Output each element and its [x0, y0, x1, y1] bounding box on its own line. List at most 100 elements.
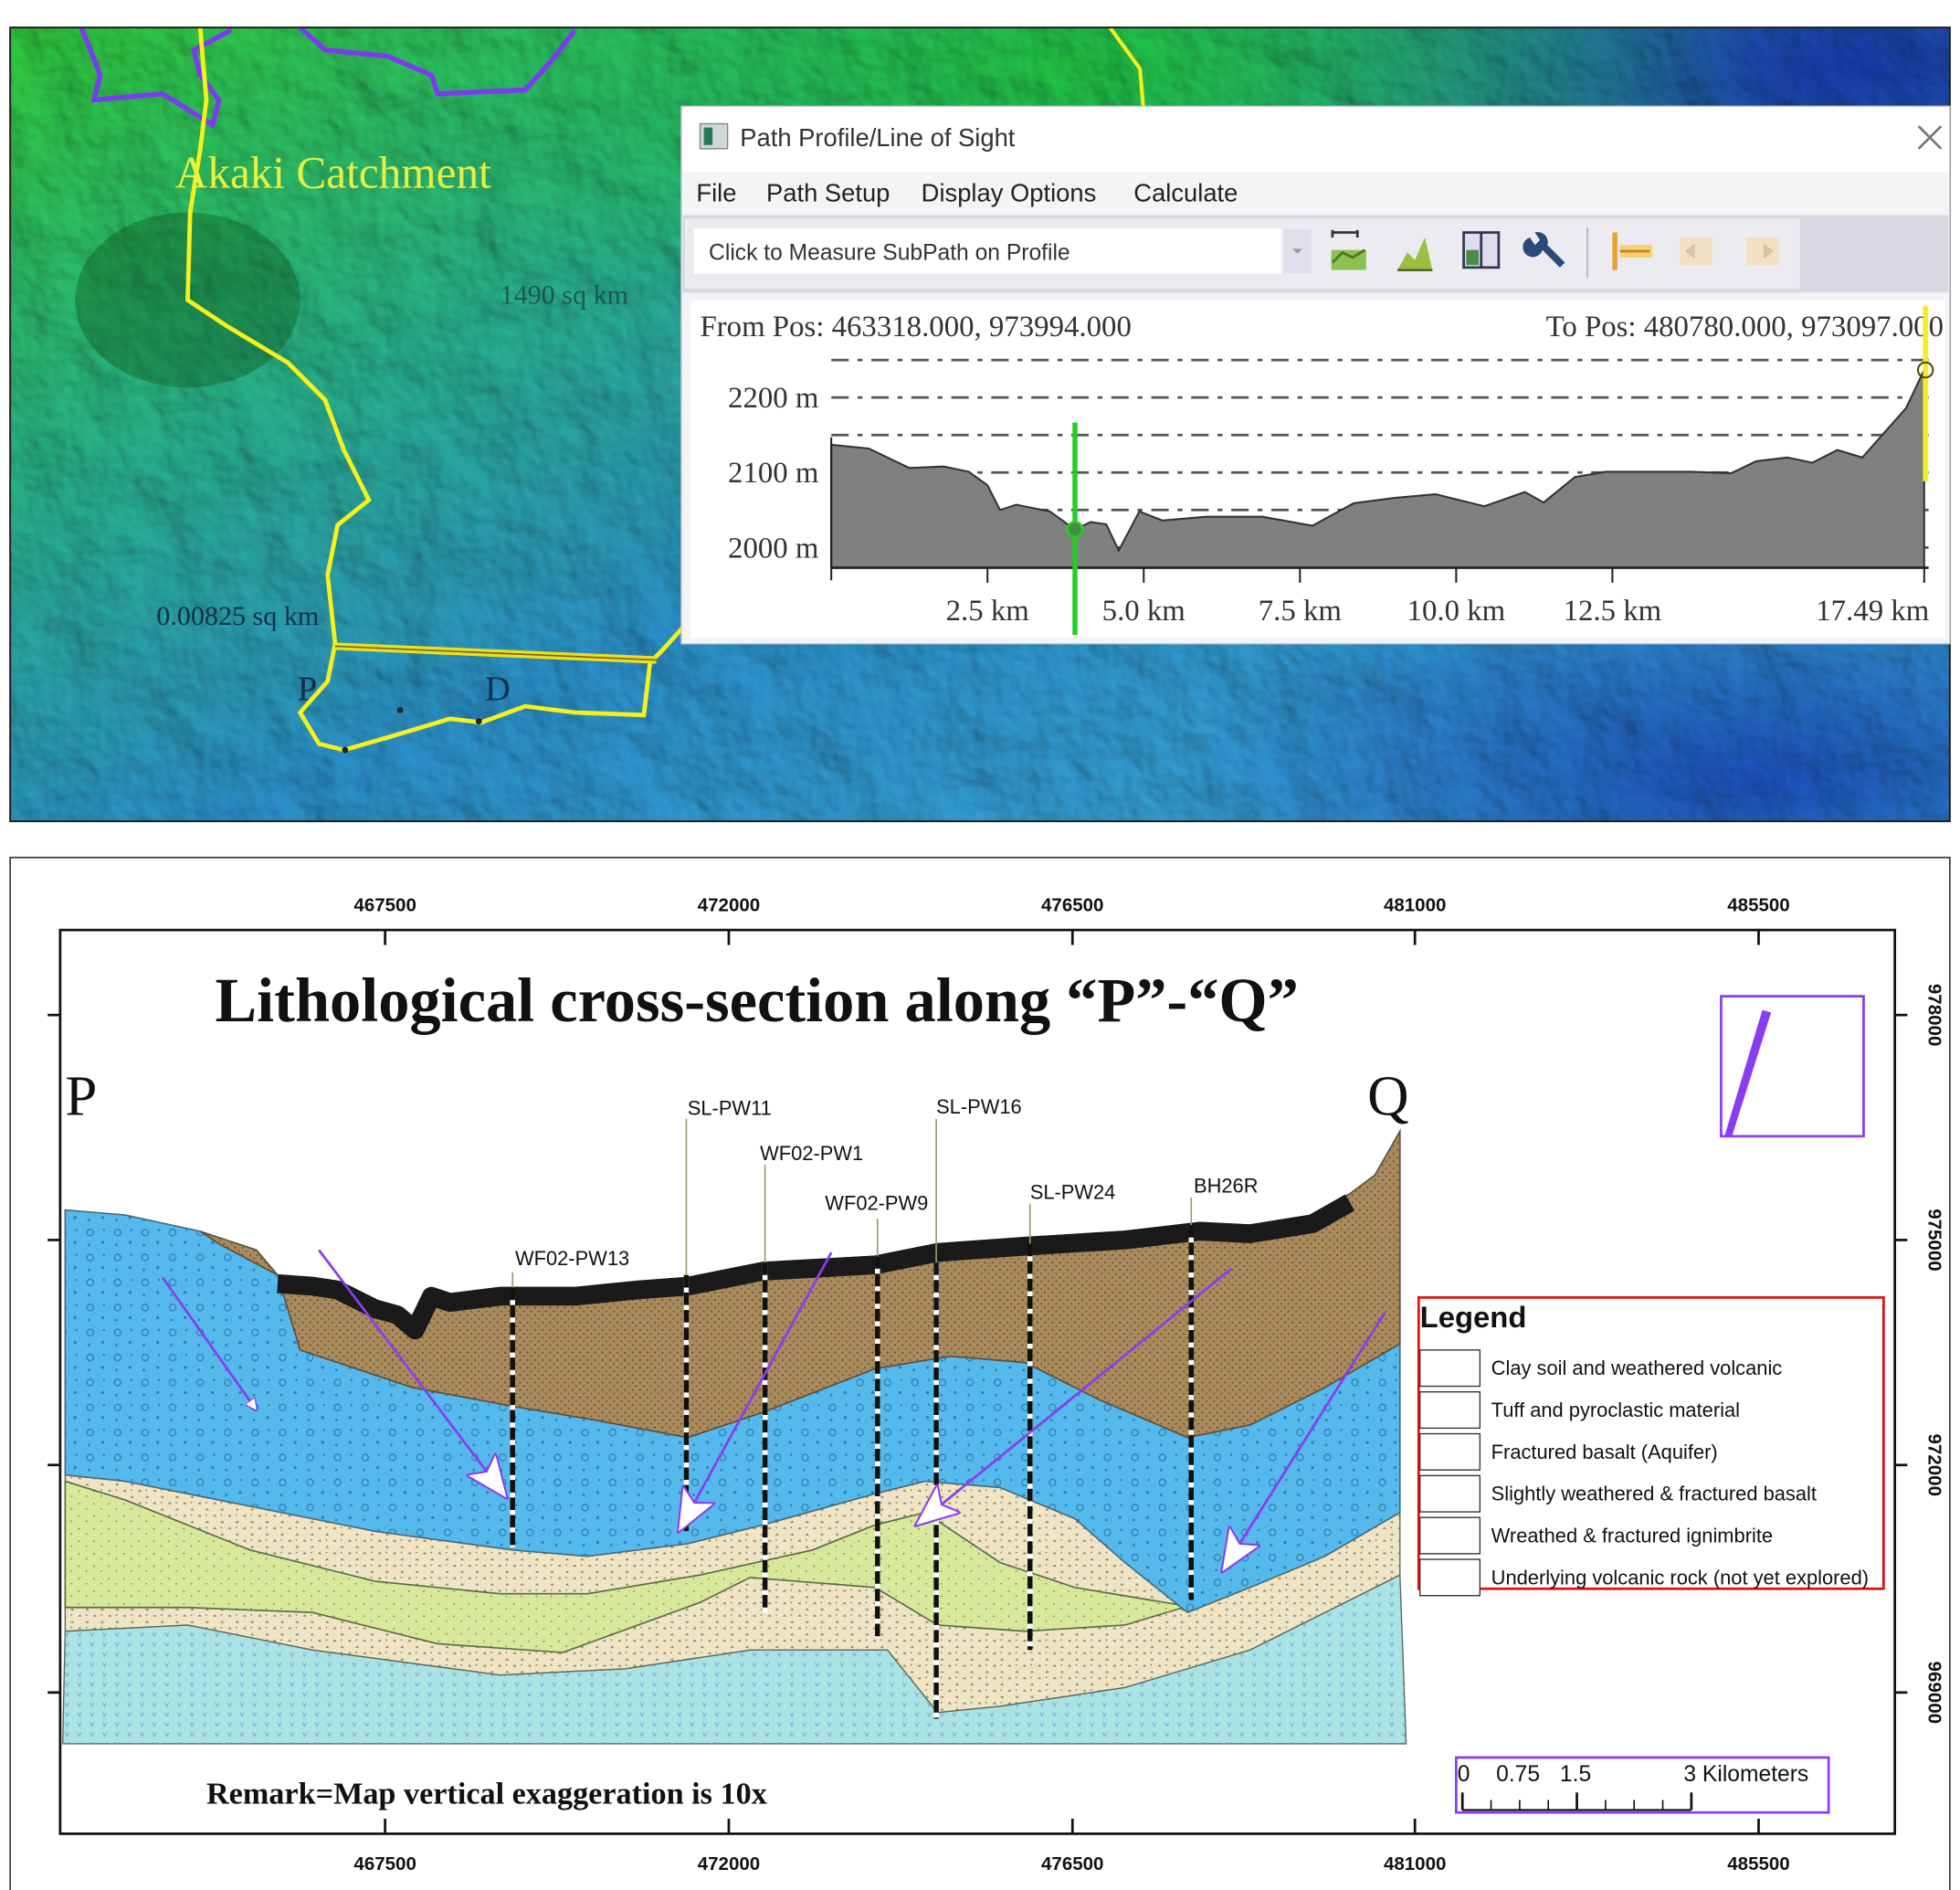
north-arrow-icon [1720, 995, 1865, 1138]
x-tick-label-bottom: 481000 [1384, 1853, 1446, 1874]
legend-swatch [1418, 1516, 1481, 1555]
y-tick-label: 969000 [1924, 1662, 1945, 1724]
borehole-label: SL-PW24 [1030, 1180, 1116, 1203]
x-tick-label-bottom: 467500 [353, 1853, 416, 1874]
y-tick-label: 2000 m [728, 532, 819, 565]
y-tick-label: 978000 [1924, 984, 1945, 1046]
panel-icon[interactable] [1462, 231, 1501, 269]
legend-swatch [1418, 1349, 1481, 1388]
elevation-area [830, 369, 1925, 569]
legend-swatch [1418, 1558, 1481, 1597]
legend-label: Clay soil and weathered volcanic [1491, 1357, 1783, 1379]
borehole[interactable]: WF02-PW13 [510, 1247, 629, 1548]
boreholes: WF02-PW13 SL-PW11 WF02-PW1 WF02-PW9 SL-PW16 S… [510, 1095, 1259, 1719]
terrain-icon[interactable] [1397, 237, 1433, 271]
area-label: 1490 sq km [501, 280, 628, 311]
x-tick-label: 17.49 km [1816, 595, 1929, 628]
area-label: 0.00825 sq km [156, 600, 319, 631]
dialog-title: Path Profile/Line of Sight [740, 123, 1016, 152]
path-start-icon[interactable] [1612, 232, 1653, 270]
flow-arrows [161, 1249, 1386, 1571]
borehole-label: SL-PW11 [688, 1097, 772, 1120]
section-title: Lithological cross-section along “P”-“Q” [216, 966, 1299, 1035]
borehole[interactable]: SL-PW24 [1027, 1180, 1116, 1651]
y-tick-label: 2100 m [728, 457, 819, 490]
scale-label: 3 Kilometers [1683, 1762, 1808, 1787]
x-tick-label-top: 485500 [1727, 895, 1789, 916]
point-label-p: P [298, 670, 317, 708]
x-tick-label: 10.0 km [1407, 595, 1506, 628]
close-icon[interactable] [1917, 125, 1943, 150]
layer-tuff-pyroclastic [277, 1194, 1355, 1340]
legend-label: Wreathed & fractured ignimbrite [1491, 1525, 1773, 1547]
app-icon [699, 122, 729, 150]
coordinate-grid: 467500 467500 472000 472000 476500 476500 4810… [47, 895, 1945, 1874]
remark: Remark=Map vertical exaggeration is 10x [206, 1778, 767, 1811]
menu-display-options[interactable]: Display Options [922, 178, 1097, 206]
path-forward-icon[interactable] [1745, 237, 1779, 266]
from-position: From Pos: 463318.000, 973994.000 [700, 311, 1131, 343]
borehole[interactable]: SL-PW11 [683, 1097, 772, 1532]
borehole[interactable]: WF02-PW1 [760, 1142, 863, 1613]
legend-item: Tuff and pyroclastic material [1418, 1391, 1740, 1430]
groundwater-flow-arrow [161, 1276, 257, 1410]
borehole-label: WF02-PW13 [515, 1247, 629, 1270]
borehole[interactable]: WF02-PW9 [825, 1192, 928, 1638]
path-profile-dialog[interactable]: Path Profile/Line of Sight File Path Set… [680, 105, 1951, 645]
menu-file[interactable]: File [696, 178, 736, 206]
groundwater-flow-arrow [679, 1251, 833, 1531]
legend-swatch [1418, 1474, 1481, 1513]
legend-label: Tuff and pyroclastic material [1491, 1399, 1740, 1421]
cross-section [61, 1128, 1407, 1745]
y-tick-label: 2200 m [728, 382, 819, 415]
mode-select[interactable]: Click to Measure SubPath on Profile [693, 228, 1312, 274]
legend-item: Clay soil and weathered volcanic [1418, 1349, 1783, 1388]
mode-select-value: Click to Measure SubPath on Profile [709, 241, 1070, 266]
sub-catchment-boundary [298, 27, 577, 97]
borehole-label: SL-PW16 [936, 1095, 1022, 1118]
x-tick-label: 7.5 km [1259, 595, 1343, 628]
elevation-profile-chart[interactable]: 2000 m 2100 m 2200 m 2.5 km 5.0 km 7.5 km 10.0… [728, 306, 1934, 636]
wrench-icon[interactable] [1523, 232, 1565, 268]
y-tick-label: 972000 [1924, 1434, 1945, 1496]
section-start-label: P [65, 1064, 97, 1128]
path-back-icon[interactable] [1680, 237, 1712, 266]
legend-label: Underlying volcanic rock (not yet explor… [1491, 1566, 1869, 1589]
legend-item: Fractured basalt (Aquifer) [1418, 1432, 1718, 1471]
to-position: To Pos: 480780.000, 973097.000 [1546, 311, 1944, 343]
borehole-label: WF02-PW9 [825, 1192, 928, 1215]
legend-label: Fractured basalt (Aquifer) [1491, 1441, 1718, 1463]
legend-item: Underlying volcanic rock (not yet explor… [1418, 1558, 1869, 1597]
y-tick-label: 975000 [1924, 1209, 1945, 1271]
x-tick-label-top: 481000 [1384, 895, 1446, 916]
point-label-d: D [485, 670, 511, 708]
catchment-label: Akaki Catchment [175, 147, 491, 197]
sub-catchment-boundary [79, 27, 233, 130]
legend: Legend Clay soil and weathered volcanic T… [1417, 1296, 1885, 1597]
x-tick-label-bottom: 472000 [698, 1853, 760, 1874]
x-tick-label: 5.0 km [1102, 595, 1186, 628]
legend-label: Slightly weathered & fractured basalt [1491, 1483, 1817, 1505]
legend-title: Legend [1420, 1300, 1527, 1334]
x-tick-label-bottom: 476500 [1041, 1853, 1103, 1874]
scale-label: 1.5 [1560, 1762, 1591, 1787]
scale-bar: 0 0.75 1.5 3 Kilometers [1454, 1756, 1830, 1814]
groundwater-flow-arrow [916, 1267, 1232, 1526]
profile-graph-icon[interactable] [1331, 229, 1366, 270]
borehole[interactable]: BH26R [1188, 1174, 1259, 1600]
scale-label: 0.75 [1496, 1762, 1540, 1787]
x-tick-label: 12.5 km [1564, 595, 1662, 628]
borehole-label: BH26R [1194, 1174, 1259, 1197]
legend-item: Wreathed & fractured ignimbrite [1418, 1516, 1773, 1555]
menu-path-setup[interactable]: Path Setup [766, 178, 890, 206]
legend-swatch [1418, 1391, 1481, 1430]
borehole-label: WF02-PW1 [760, 1142, 863, 1165]
menu-bar: File Path Setup Display Options Calculat… [696, 178, 1238, 206]
groundwater-flow-arrow [318, 1249, 506, 1497]
section-end-label: Q [1367, 1064, 1408, 1128]
catchment-boundary [1108, 27, 1146, 113]
menu-calculate[interactable]: Calculate [1133, 178, 1238, 206]
x-tick-label-top: 472000 [698, 895, 760, 916]
catchment-boundary [185, 27, 687, 753]
